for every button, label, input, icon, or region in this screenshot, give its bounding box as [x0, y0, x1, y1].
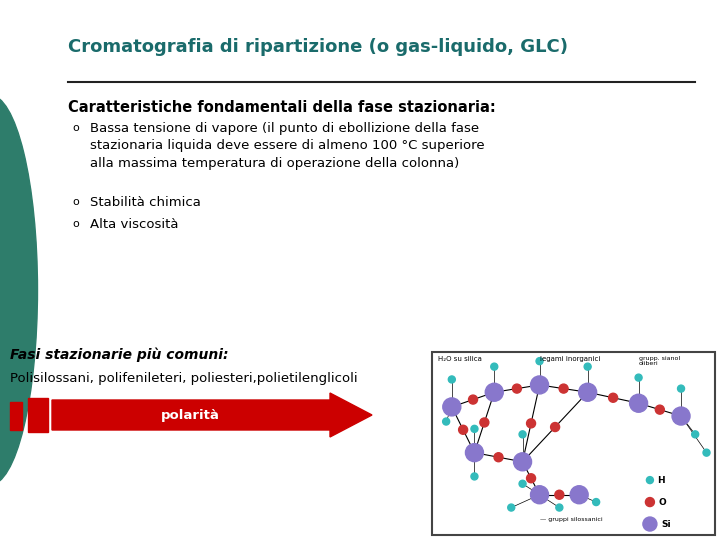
Text: polarità: polarità: [161, 408, 220, 422]
Circle shape: [508, 504, 515, 511]
Text: — gruppi silossanici: — gruppi silossanici: [539, 517, 602, 522]
Circle shape: [531, 486, 549, 504]
Circle shape: [629, 394, 647, 412]
Text: H₂O su silica: H₂O su silica: [438, 356, 482, 362]
Text: Alta viscosità: Alta viscosità: [90, 218, 179, 231]
Text: Si: Si: [661, 519, 670, 529]
Circle shape: [443, 398, 461, 416]
Circle shape: [643, 517, 657, 531]
Circle shape: [551, 422, 559, 431]
Text: H: H: [657, 476, 665, 484]
Bar: [10, 402, 22, 430]
Circle shape: [471, 473, 478, 480]
Text: Cromatografia di ripartizione (o gas-liquido, GLC): Cromatografia di ripartizione (o gas-liq…: [68, 38, 568, 56]
Circle shape: [678, 385, 685, 392]
FancyArrow shape: [52, 393, 372, 437]
Text: Caratteristiche fondamentali della fase stazionaria:: Caratteristiche fondamentali della fase …: [68, 100, 496, 115]
Circle shape: [579, 383, 597, 401]
Circle shape: [608, 393, 618, 402]
Circle shape: [584, 363, 591, 370]
Text: grupp. sianol
oliberi: grupp. sianol oliberi: [639, 356, 680, 367]
Circle shape: [491, 363, 498, 370]
Circle shape: [647, 477, 654, 484]
Circle shape: [469, 395, 477, 404]
Text: Bassa tensione di vapore (il punto di ebollizione della fase
stazionaria liquida: Bassa tensione di vapore (il punto di eb…: [90, 122, 485, 170]
Text: Stabilità chimica: Stabilità chimica: [90, 196, 201, 209]
Circle shape: [645, 497, 654, 507]
Circle shape: [556, 504, 563, 511]
Circle shape: [526, 474, 536, 483]
Text: o: o: [73, 219, 79, 229]
Circle shape: [513, 384, 521, 393]
Text: O: O: [658, 497, 666, 507]
Circle shape: [443, 418, 450, 425]
Bar: [28, 398, 48, 432]
Circle shape: [513, 453, 531, 471]
Circle shape: [449, 376, 455, 383]
Circle shape: [593, 498, 600, 505]
Circle shape: [480, 418, 489, 427]
Circle shape: [519, 431, 526, 438]
Text: legami inorganici: legami inorganici: [539, 356, 600, 362]
Circle shape: [536, 357, 543, 364]
Circle shape: [465, 444, 483, 462]
Text: o: o: [73, 123, 79, 133]
Circle shape: [471, 426, 478, 433]
Circle shape: [519, 480, 526, 487]
Circle shape: [635, 374, 642, 381]
Circle shape: [672, 407, 690, 425]
Circle shape: [459, 426, 467, 434]
Circle shape: [703, 449, 710, 456]
Text: Fasi stazionarie più comuni:: Fasi stazionarie più comuni:: [10, 348, 228, 362]
Circle shape: [531, 376, 549, 394]
Text: Polisilossani, polifenileteri, poliesteri,polietilenglicoli: Polisilossani, polifenileteri, poliester…: [10, 372, 358, 385]
Circle shape: [692, 431, 698, 438]
Bar: [432, 352, 715, 535]
Circle shape: [485, 383, 503, 401]
Circle shape: [570, 486, 588, 504]
Circle shape: [555, 490, 564, 500]
Ellipse shape: [0, 95, 37, 485]
Circle shape: [526, 419, 536, 428]
Circle shape: [655, 405, 665, 414]
Circle shape: [494, 453, 503, 462]
Text: o: o: [73, 197, 79, 207]
Circle shape: [559, 384, 568, 393]
